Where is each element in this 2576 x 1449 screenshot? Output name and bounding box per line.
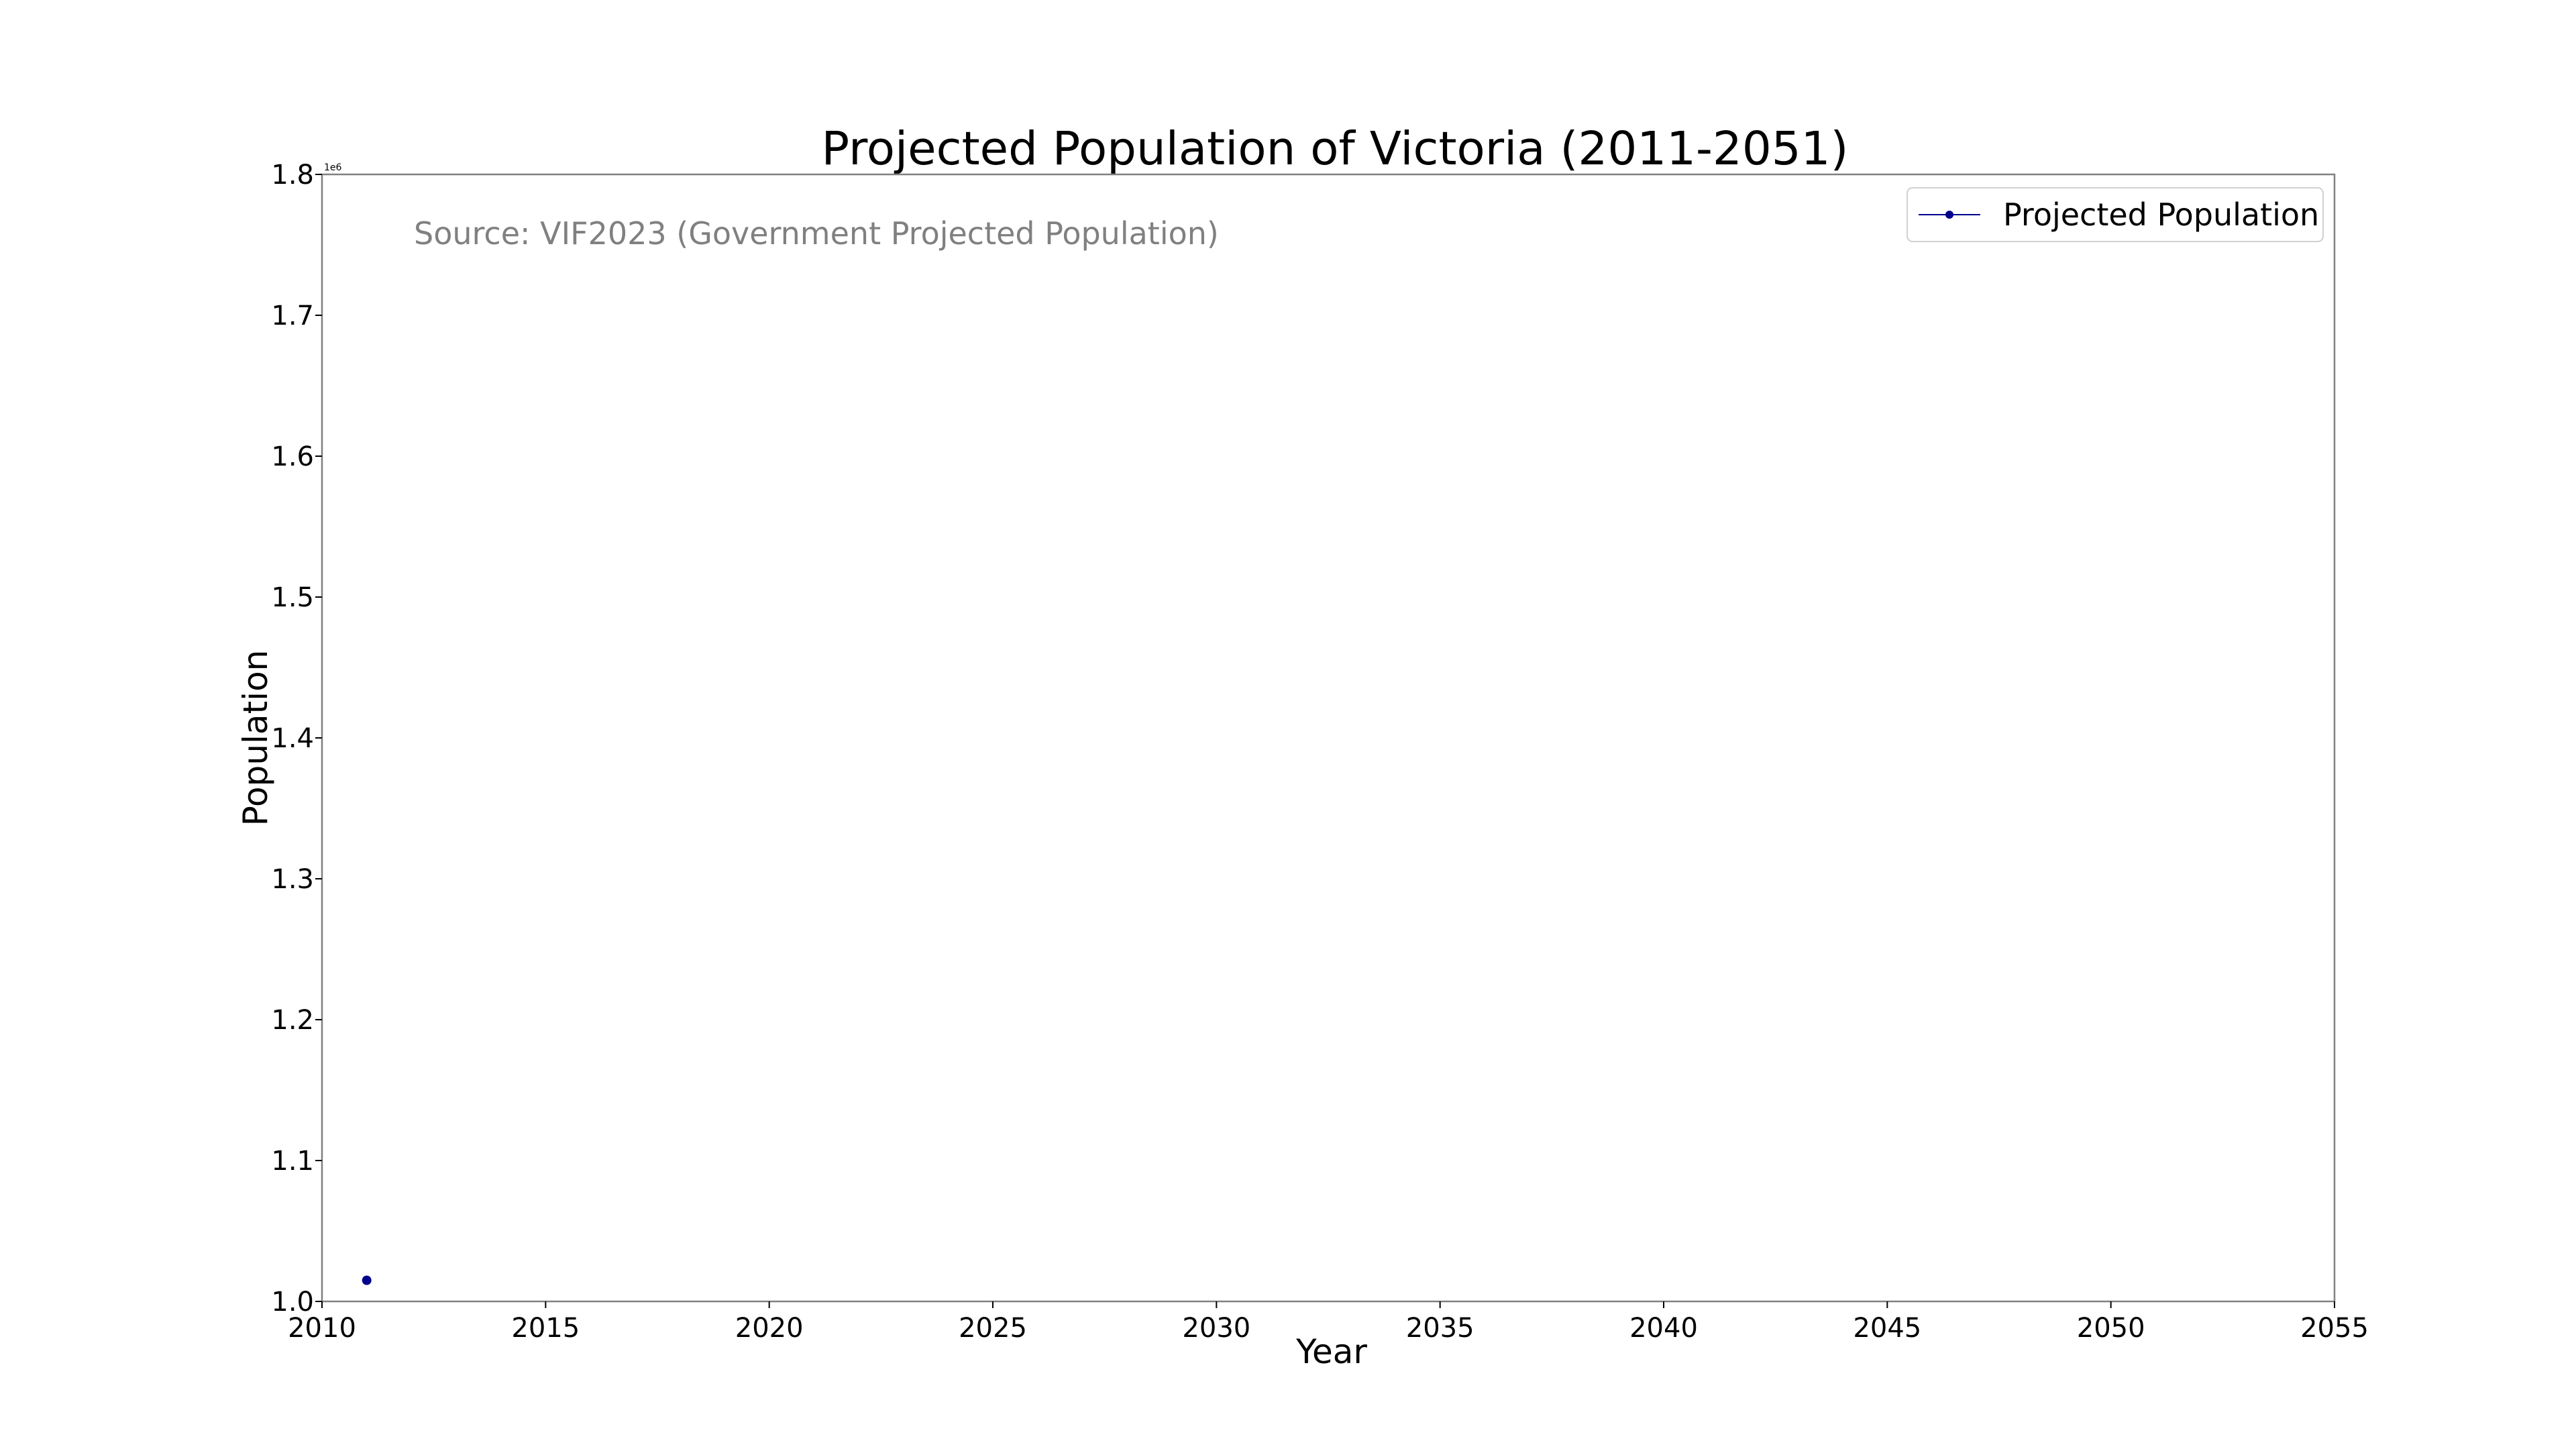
x-tick-label-4: 2030 <box>1182 1313 1250 1344</box>
source-annotation: Source: VIF2023 (Government Projected Po… <box>414 215 1219 252</box>
y-tick-label-4: 1.4 <box>271 723 314 754</box>
x-tick-label-6: 2040 <box>1629 1313 1698 1344</box>
legend-label: Projected Population <box>2003 197 2319 233</box>
y-tick-label-8: 1.8 <box>271 160 314 191</box>
x-tick-label-5: 2035 <box>1406 1313 1474 1344</box>
y-tick-label-6: 1.6 <box>271 441 314 472</box>
y-tick-label-1: 1.1 <box>271 1146 314 1177</box>
x-tick-label-9: 2055 <box>2300 1313 2369 1344</box>
y-tick-label-7: 1.7 <box>271 301 314 331</box>
series-layer <box>362 1275 372 1285</box>
x-tick-label-0: 2010 <box>288 1313 356 1344</box>
legend-frame <box>1907 187 2324 242</box>
x-axis-ticks: 2010 2015 2020 2025 2030 2035 2040 2045 2050 2055 <box>288 1301 2369 1344</box>
x-tick-label-8: 2050 <box>2077 1313 2145 1344</box>
y-tick-label-2: 1.2 <box>271 1005 314 1036</box>
x-tick-label-1: 2015 <box>511 1313 580 1344</box>
x-tick-label-7: 2045 <box>1853 1313 1921 1344</box>
y-axis-offset-label: 1e6 <box>324 162 342 173</box>
x-tick-label-3: 2025 <box>959 1313 1027 1344</box>
legend: Projected Population <box>1907 187 2324 242</box>
y-axis-label: Population <box>236 650 275 826</box>
y-axis-ticks: 1.0 1.1 1.2 1.3 1.4 1.5 1.6 1.7 1.8 <box>271 160 322 1318</box>
data-point-0-0 <box>362 1275 372 1285</box>
x-tick-label-2: 2020 <box>735 1313 804 1344</box>
y-tick-label-3: 1.3 <box>271 864 314 895</box>
legend-marker-swatch <box>1945 211 1953 219</box>
x-axis-label: Year <box>1295 1332 1367 1371</box>
y-tick-label-0: 1.0 <box>271 1287 314 1318</box>
y-tick-label-5: 1.5 <box>271 582 314 613</box>
chart-title: Projected Population of Victoria (2011-2… <box>822 122 1849 176</box>
